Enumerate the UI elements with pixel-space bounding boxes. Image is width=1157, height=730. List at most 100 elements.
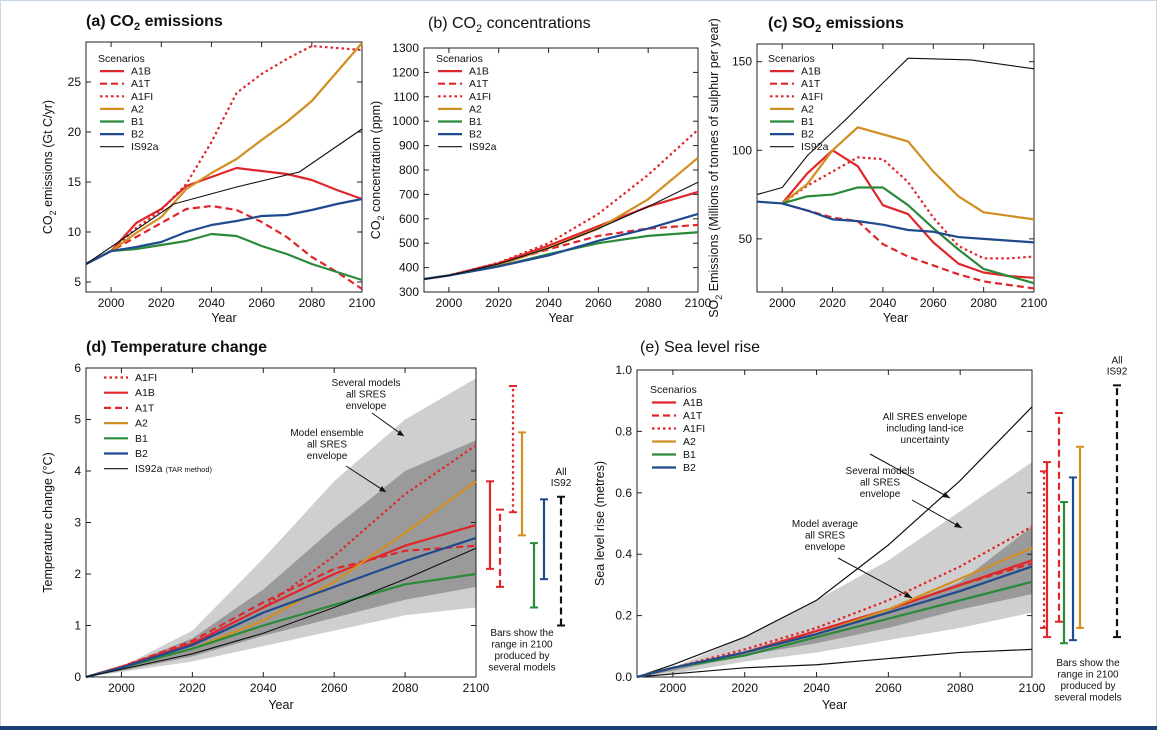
panel-b-title: (b) CO2 concentrations bbox=[428, 15, 591, 35]
y-tick-label: 1200 bbox=[392, 65, 419, 79]
y-tick-label: 3 bbox=[74, 516, 81, 530]
annotation-middle: envelope bbox=[860, 489, 901, 500]
x-tick-label: 2040 bbox=[198, 296, 225, 310]
annotation-bars_note: produced by bbox=[494, 651, 549, 662]
legend-label-a1t: A1T bbox=[469, 78, 489, 90]
annotation-outer: All SRES envelope bbox=[883, 412, 968, 423]
legend-label-b2: B2 bbox=[683, 462, 696, 474]
y-tick-label: 150 bbox=[732, 55, 752, 69]
series-line-a2 bbox=[781, 126, 1035, 221]
plot-frame bbox=[423, 47, 699, 293]
x-axis-label: Year bbox=[822, 698, 847, 712]
annotation-arrowhead bbox=[397, 430, 404, 436]
legend-label-b1: B1 bbox=[135, 433, 148, 445]
annotation-middle: Several models bbox=[846, 466, 915, 477]
legend-label-b2: B2 bbox=[135, 448, 148, 460]
title-text-end: emissions bbox=[140, 13, 223, 30]
bottom-bar bbox=[0, 726, 1157, 730]
title-text: (d) Temperature change bbox=[86, 339, 267, 356]
y-tick-label: 700 bbox=[399, 187, 419, 201]
legend-label-b1: B1 bbox=[801, 116, 814, 128]
x-axis-label: Year bbox=[268, 698, 293, 712]
x-tick-label: 2020 bbox=[731, 681, 758, 695]
y-tick-label: 0.2 bbox=[615, 609, 632, 623]
legend-label-is92a: IS92a bbox=[801, 141, 829, 153]
x-tick-label: 2080 bbox=[298, 296, 325, 310]
annotation-inner: envelope bbox=[805, 542, 846, 553]
y-tick-label: 1300 bbox=[392, 41, 419, 55]
annotation-arrow bbox=[371, 412, 405, 437]
x-tick-label: 2060 bbox=[248, 296, 275, 310]
title-text-end: emissions bbox=[821, 15, 904, 32]
legend-label-is92a: IS92a bbox=[131, 141, 159, 153]
legend-label-b2: B2 bbox=[131, 129, 144, 141]
x-tick-label: 2020 bbox=[148, 296, 175, 310]
series-line-a2 bbox=[85, 42, 363, 265]
legend-label-a2: A2 bbox=[683, 436, 696, 448]
annotation-arrowhead bbox=[954, 522, 962, 528]
series-line-a1fi bbox=[636, 525, 1033, 679]
series-line-a1t bbox=[85, 204, 363, 290]
annotation-outer: uncertainty bbox=[901, 435, 950, 446]
range-bar-group-label: IS92 bbox=[1107, 366, 1128, 377]
x-tick-label: 2080 bbox=[392, 681, 419, 695]
legend-title: Scenarios bbox=[650, 384, 697, 396]
legend-title: Scenarios bbox=[436, 53, 483, 65]
y-tick-label: 1 bbox=[74, 619, 81, 633]
legend-title: Scenarios bbox=[98, 53, 145, 65]
legend-label-a1fi: A1FI bbox=[131, 91, 153, 103]
legend-label-a1b: A1B bbox=[683, 397, 703, 409]
y-tick-label: 20 bbox=[68, 125, 82, 139]
y-tick-label: 1.0 bbox=[615, 363, 632, 377]
series-line-a1b bbox=[781, 149, 1035, 279]
x-tick-label: 2100 bbox=[1019, 681, 1046, 695]
x-tick-label: 2040 bbox=[250, 681, 277, 695]
x-tick-label: 2060 bbox=[321, 681, 348, 695]
legend-label-a2: A2 bbox=[801, 103, 814, 115]
legend-label-b2: B2 bbox=[469, 129, 482, 141]
x-axis-label: Year bbox=[211, 311, 236, 325]
series-line-is92a bbox=[85, 128, 363, 265]
annotation-bars_note: several models bbox=[1054, 693, 1121, 704]
legend-label-a1t: A1T bbox=[683, 410, 703, 422]
series-line-b2 bbox=[85, 536, 477, 679]
legend-label-a1fi: A1FI bbox=[683, 423, 705, 435]
title-text-end: concentrations bbox=[482, 15, 591, 32]
annotation-bars_note: Bars show the bbox=[490, 628, 554, 639]
annotation-inner: all SRES bbox=[805, 531, 845, 542]
title-text: (b) CO bbox=[428, 15, 476, 32]
series-line-is92a bbox=[423, 181, 699, 280]
legend-label-a1t: A1T bbox=[131, 78, 151, 90]
series-line-is92a bbox=[85, 547, 477, 678]
y-tick-label: 6 bbox=[74, 361, 81, 375]
annotation-middle: all SRES bbox=[860, 478, 900, 489]
x-tick-label: 2060 bbox=[585, 296, 612, 310]
x-tick-label: 2080 bbox=[635, 296, 662, 310]
y-tick-label: 600 bbox=[399, 212, 419, 226]
panel-d-title: (d) Temperature change bbox=[86, 339, 267, 356]
y-axis-label-text: CO bbox=[369, 220, 383, 239]
legend-label-a2: A2 bbox=[135, 418, 148, 430]
y-axis-label: CO2 emissions (Gt C/yr) bbox=[41, 100, 58, 234]
x-tick-label: 2100 bbox=[685, 296, 712, 310]
title-text: (e) Sea level rise bbox=[640, 339, 760, 356]
y-tick-label: 500 bbox=[399, 236, 419, 250]
plot-frame bbox=[636, 369, 1033, 678]
range-bar-group-label: IS92 bbox=[551, 478, 572, 489]
y-axis-label-subscript: 2 bbox=[48, 210, 58, 215]
legend-label-is92a: IS92a bbox=[469, 141, 497, 153]
y-axis-label: CO2 concentration (ppm) bbox=[369, 101, 386, 239]
legend-label-a1b: A1B bbox=[131, 66, 151, 78]
plot-frame bbox=[85, 41, 363, 293]
annotation-bars_note: Bars show the bbox=[1056, 658, 1120, 669]
annotation-arrow bbox=[911, 499, 963, 529]
annotation-outer: envelope bbox=[346, 401, 387, 412]
series-line-a1fi bbox=[781, 156, 1035, 260]
legend-title: Scenarios bbox=[768, 53, 815, 65]
x-axis-label: Year bbox=[548, 311, 573, 325]
annotation-arrowhead bbox=[904, 592, 912, 598]
y-axis-label-text: CO bbox=[41, 215, 55, 234]
series-line-b1 bbox=[85, 232, 363, 282]
